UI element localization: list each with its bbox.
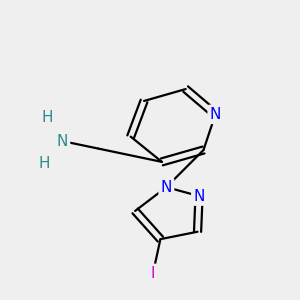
Text: H: H <box>39 156 50 171</box>
Text: I: I <box>151 266 155 281</box>
Text: N: N <box>161 180 172 195</box>
Text: H: H <box>42 110 53 125</box>
Text: N: N <box>194 189 205 204</box>
Text: N: N <box>57 134 68 148</box>
Text: N: N <box>210 107 221 122</box>
